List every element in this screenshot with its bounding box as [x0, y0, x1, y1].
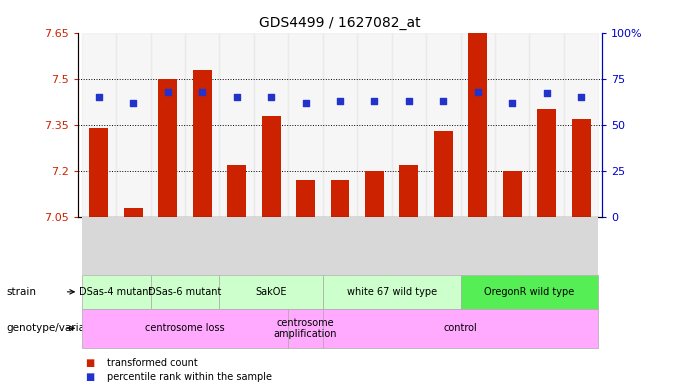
Point [163, 89, 173, 95]
Bar [460, 33, 495, 217]
Bar [495, 33, 530, 217]
Point [507, 99, 517, 106]
Bar [572, 119, 591, 217]
Bar [158, 79, 177, 217]
Bar [399, 165, 418, 217]
Bar [192, 70, 211, 217]
Point [300, 99, 311, 106]
Point [335, 98, 345, 104]
Bar [185, 33, 220, 217]
Bar [124, 208, 143, 217]
Point [403, 98, 414, 104]
Bar [392, 33, 426, 217]
Text: percentile rank within the sample: percentile rank within the sample [107, 372, 273, 382]
Text: centrosome
amplification: centrosome amplification [274, 318, 337, 339]
Bar [296, 180, 315, 217]
Bar [220, 33, 254, 217]
Bar [330, 180, 350, 217]
Bar [426, 33, 460, 217]
Bar [89, 128, 108, 217]
Point [438, 98, 449, 104]
Bar [82, 33, 116, 217]
Bar [503, 171, 522, 217]
Text: strain: strain [7, 287, 37, 297]
Text: genotype/variation: genotype/variation [7, 323, 106, 333]
Bar [288, 33, 323, 217]
Bar [434, 131, 453, 217]
Point [197, 89, 207, 95]
Bar [262, 116, 281, 217]
Bar [227, 165, 246, 217]
Bar [365, 171, 384, 217]
Point [93, 94, 104, 100]
Text: ■: ■ [85, 358, 95, 368]
Text: transformed count: transformed count [107, 358, 198, 368]
Bar [116, 33, 150, 217]
Title: GDS4499 / 1627082_at: GDS4499 / 1627082_at [259, 16, 421, 30]
Bar [150, 33, 185, 217]
Text: centrosome loss: centrosome loss [145, 323, 225, 333]
Text: DSas-4 mutant: DSas-4 mutant [80, 287, 153, 297]
Bar [537, 109, 556, 217]
Point [576, 94, 587, 100]
Bar [530, 33, 564, 217]
Point [266, 94, 277, 100]
Text: ■: ■ [85, 372, 95, 382]
Text: OregonR wild type: OregonR wild type [484, 287, 575, 297]
Point [473, 89, 483, 95]
Text: control: control [443, 323, 477, 333]
Text: SakOE: SakOE [256, 287, 287, 297]
Point [369, 98, 380, 104]
Point [541, 90, 552, 96]
Text: white 67 wild type: white 67 wild type [347, 287, 437, 297]
Point [128, 99, 139, 106]
Text: DSas-6 mutant: DSas-6 mutant [148, 287, 222, 297]
Point [231, 94, 242, 100]
Bar [564, 33, 598, 217]
Bar [254, 33, 288, 217]
Bar [469, 33, 488, 217]
Bar [323, 33, 357, 217]
Bar [357, 33, 392, 217]
